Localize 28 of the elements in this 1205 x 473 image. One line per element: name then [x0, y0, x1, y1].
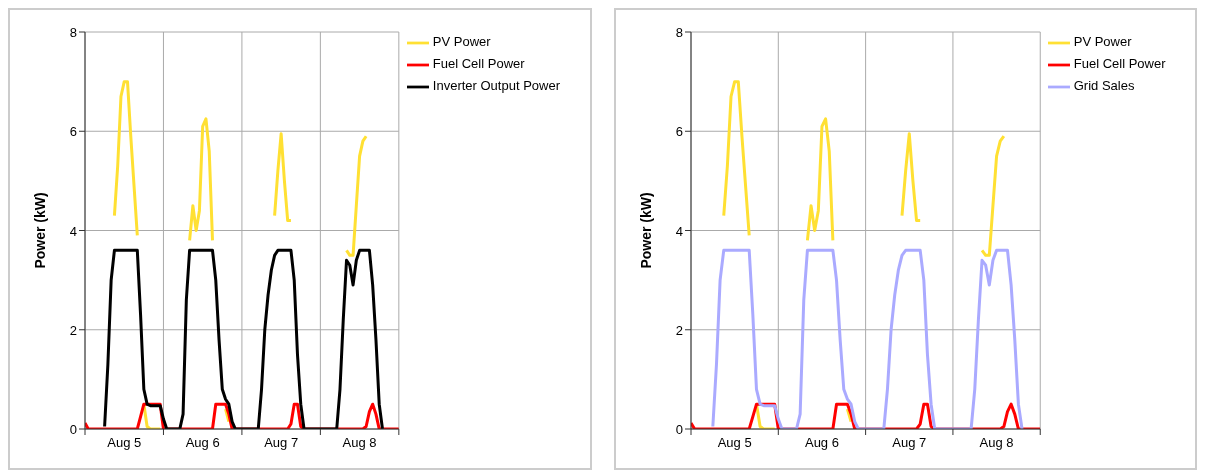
y-tick-label: 8 — [675, 25, 683, 40]
y-tick-label: 4 — [675, 223, 683, 239]
x-tick-label: Aug 7 — [891, 435, 926, 450]
legend-label: Fuel Cell Power — [432, 56, 525, 72]
y-tick-label: 6 — [675, 124, 683, 140]
legend-label: Fuel Cell Power — [1073, 56, 1166, 72]
y-tick-label: 4 — [69, 223, 77, 239]
y-axis-title: Power (kW) — [31, 192, 48, 269]
y-tick-label: 6 — [69, 124, 77, 140]
legend-label: PV Power — [432, 34, 491, 50]
y-tick-label: 2 — [675, 322, 683, 338]
x-tick-label: Aug 5 — [107, 435, 142, 450]
y-tick-label: 2 — [69, 322, 77, 338]
legend-label: Inverter Output Power — [432, 78, 560, 94]
y-tick-label: 0 — [675, 422, 683, 437]
x-tick-label: Aug 5 — [717, 435, 752, 450]
legend-label: Grid Sales — [1073, 78, 1135, 94]
y-axis-title: Power (kW) — [637, 192, 654, 269]
x-tick-label: Aug 8 — [979, 435, 1014, 450]
y-tick-label: 8 — [69, 25, 77, 40]
y-tick-label: 0 — [69, 422, 77, 437]
x-tick-label: Aug 6 — [804, 435, 839, 450]
line-series — [103, 248, 384, 429]
x-tick-label: Aug 7 — [264, 435, 299, 450]
line-series — [710, 248, 1024, 429]
x-tick-label: Aug 6 — [185, 435, 220, 450]
legend-label: PV Power — [1073, 34, 1132, 50]
x-tick-label: Aug 8 — [342, 435, 377, 450]
